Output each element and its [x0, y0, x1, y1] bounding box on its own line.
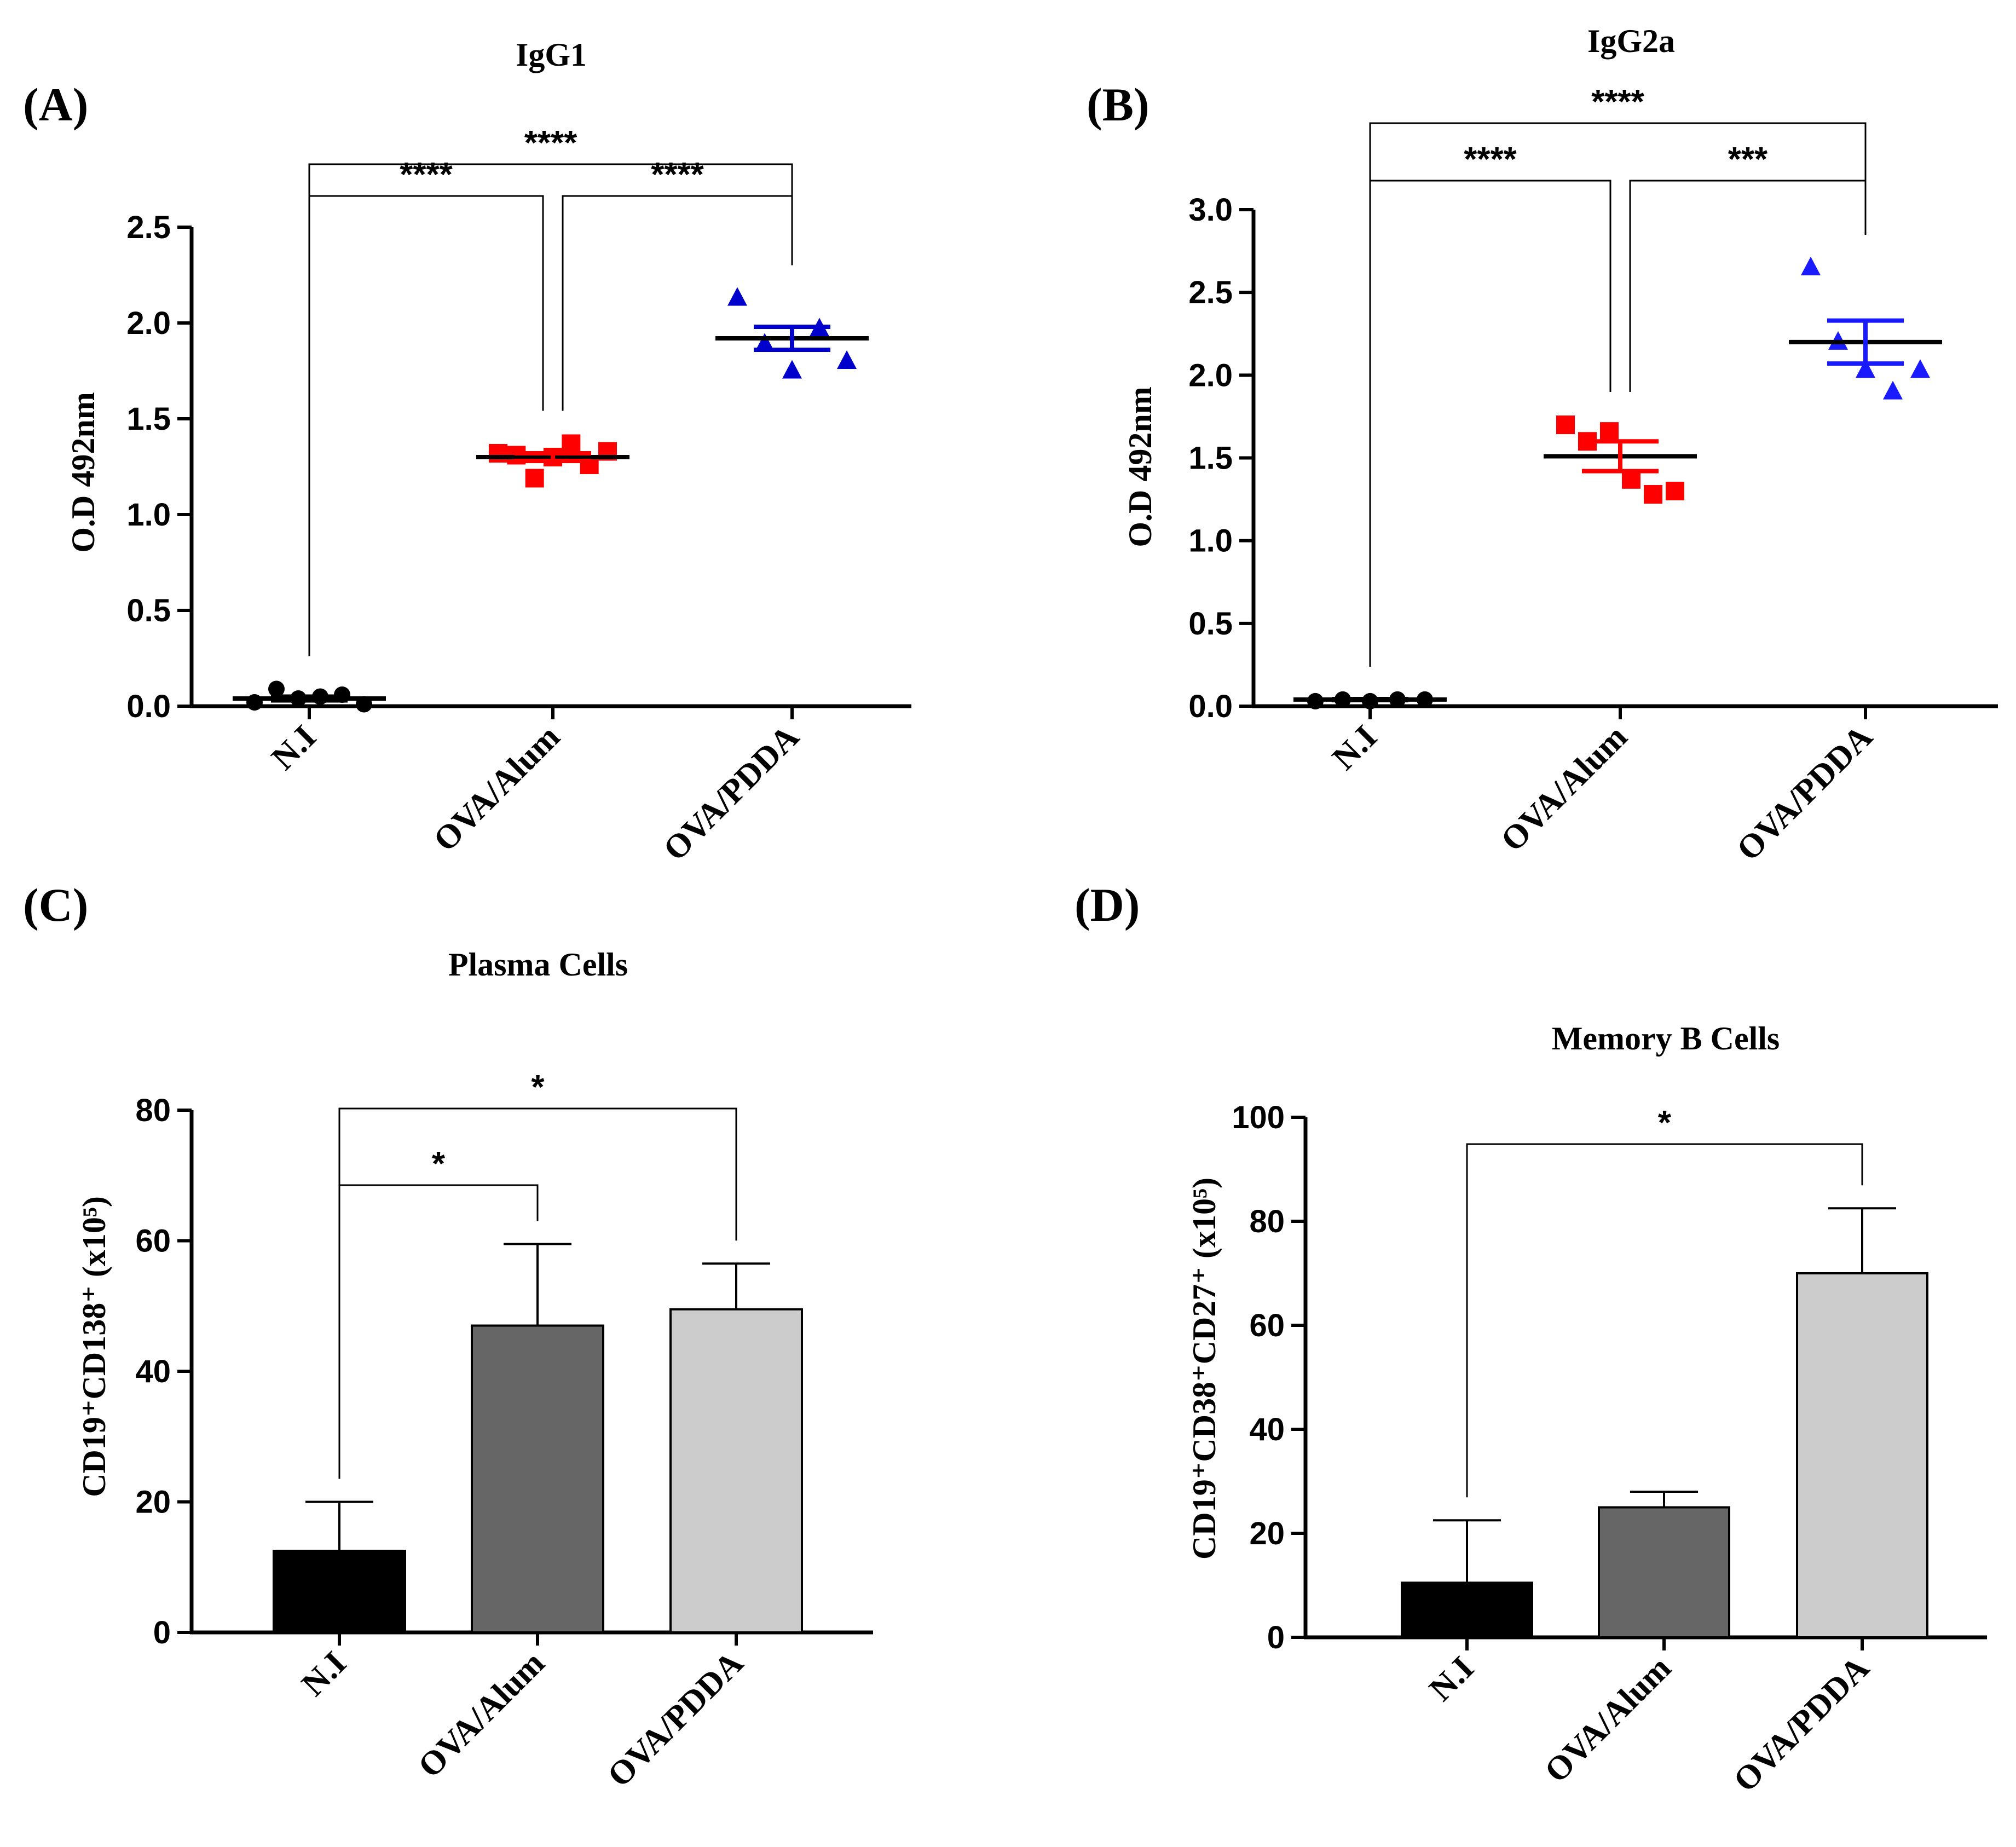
data-point-A [727, 287, 747, 306]
bar-D [1401, 1582, 1533, 1638]
data-point-B [1666, 481, 1684, 500]
y-tick-label-B: 3.0 [1188, 192, 1233, 228]
significance-label-A: **** [651, 156, 704, 194]
y-tick-label-B: 1.0 [1188, 523, 1233, 559]
y-tick-label-A: 2.5 [126, 210, 171, 245]
y-tick-label-D: 20 [1249, 1516, 1285, 1551]
data-point-B [1910, 359, 1930, 378]
y-axis-label-b: O.D 492nm [1122, 386, 1158, 547]
panel-label-c: (C) [23, 879, 88, 931]
data-point-A [489, 444, 507, 463]
y-tick-label-B: 0.5 [1188, 606, 1233, 642]
significance-bracket-A [308, 163, 793, 656]
y-tick-label-B: 2.5 [1188, 275, 1233, 310]
bar-D [1598, 1506, 1730, 1638]
data-point-A [755, 333, 775, 352]
panel-label-b: (B) [1087, 78, 1149, 131]
significance-label-D: * [1658, 1104, 1672, 1142]
data-point-A [837, 350, 857, 369]
significance-label-B: *** [1728, 141, 1768, 178]
significance-label-A: **** [524, 124, 577, 162]
y-tick-label-D: 60 [1249, 1308, 1285, 1343]
y-tick-label-D: 40 [1249, 1412, 1285, 1447]
y-tick-label-C: 0 [153, 1615, 171, 1650]
y-tick-label-C: 40 [135, 1354, 171, 1389]
y-tick-label-A: 0.5 [126, 593, 171, 628]
data-point-B [1801, 256, 1821, 275]
y-tick-label-B: 1.5 [1188, 441, 1233, 476]
panel-label-d: (D) [1075, 879, 1140, 931]
y-axis-label-d: CD19⁺CD38⁺CD27⁺ (x10⁵) [1186, 1178, 1222, 1560]
data-point-A [525, 469, 544, 488]
significance-bracket-C [338, 1107, 737, 1479]
significance-label-C: * [432, 1145, 446, 1183]
y-tick-label-B: 0.0 [1188, 689, 1233, 724]
y-tick-label-D: 80 [1249, 1204, 1285, 1239]
chart-title-d: Memory B Cells [1552, 1020, 1780, 1057]
data-point-B [1856, 359, 1875, 378]
y-axis-label-c: CD19⁺CD138⁺ (x10⁵) [76, 1196, 112, 1497]
data-point-B [1600, 422, 1619, 441]
chart-title-a: IgG1 [516, 37, 587, 73]
significance-label-B: **** [1464, 141, 1517, 178]
y-tick-label-A: 1.0 [126, 497, 171, 533]
y-tick-label-C: 20 [135, 1485, 171, 1520]
bar-C [273, 1549, 406, 1634]
data-point-A [562, 434, 581, 453]
y-tick-label-C: 60 [135, 1223, 171, 1259]
y-tick-label-D: 100 [1232, 1100, 1285, 1135]
y-tick-label-B: 2.0 [1188, 357, 1233, 393]
data-point-B [1556, 415, 1575, 435]
data-point-A [782, 360, 802, 379]
bar-C [471, 1324, 604, 1634]
significance-bracket-D [1466, 1143, 1863, 1498]
data-point-B [1883, 380, 1903, 400]
y-tick-label-A: 2.0 [126, 305, 171, 341]
significance-label-A: **** [400, 156, 453, 194]
chart-title-b: IgG2a [1587, 23, 1675, 59]
y-tick-label-A: 1.5 [126, 401, 171, 437]
y-tick-label-C: 80 [135, 1093, 171, 1128]
y-tick-label-D: 0 [1267, 1620, 1285, 1655]
significance-bracket-B [1369, 122, 1867, 667]
y-tick-label-A: 0.0 [126, 689, 171, 724]
panel-label-a: (A) [23, 78, 88, 131]
significance-label-C: * [531, 1069, 545, 1106]
bar-D [1796, 1272, 1928, 1638]
y-axis-label-a: O.D 492nm [65, 392, 101, 552]
data-point-B [1644, 485, 1662, 504]
significance-label-B: **** [1591, 83, 1644, 121]
bar-C [669, 1308, 803, 1634]
data-point-A [268, 680, 285, 697]
chart-title-c: Plasma Cells [448, 946, 628, 983]
